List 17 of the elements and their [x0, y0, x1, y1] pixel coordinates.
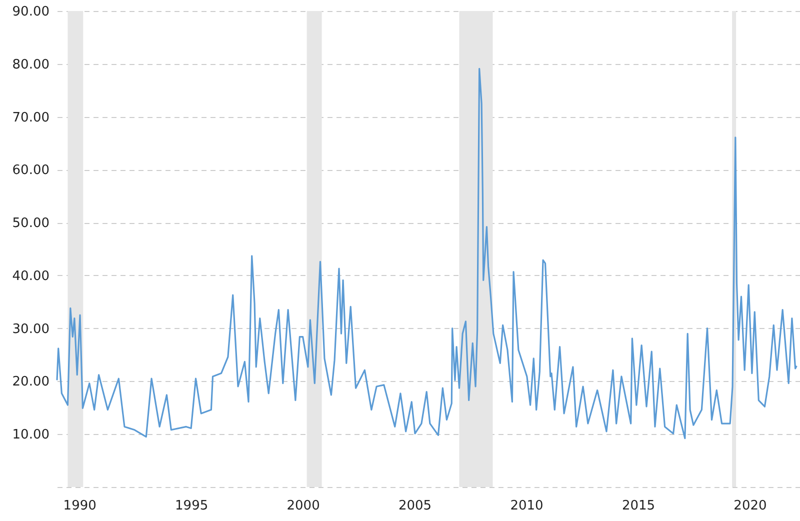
y-tick-label: 20.00 [12, 374, 50, 390]
y-tick-label: 70.00 [12, 110, 50, 126]
y-tick-label: 80.00 [12, 57, 50, 72]
x-tick-label: 2005 [398, 498, 432, 514]
x-tick-label: 2015 [622, 498, 656, 514]
y-tick-label: 40.00 [12, 268, 50, 284]
x-tick-label: 2020 [734, 498, 767, 514]
x-tick-label: 2010 [510, 498, 544, 514]
line-series [56, 68, 798, 440]
x-tick-label: 1995 [175, 498, 208, 514]
y-tick-label: 90.00 [12, 4, 50, 20]
y-tick-label: 10.00 [12, 428, 50, 443]
x-tick-label: 1990 [63, 498, 96, 514]
x-tick-label: 2000 [286, 498, 320, 514]
y-tick-label: 60.00 [12, 163, 50, 178]
y-tick-label: 30.00 [12, 322, 50, 337]
y-tick-label: 50.00 [12, 216, 50, 232]
